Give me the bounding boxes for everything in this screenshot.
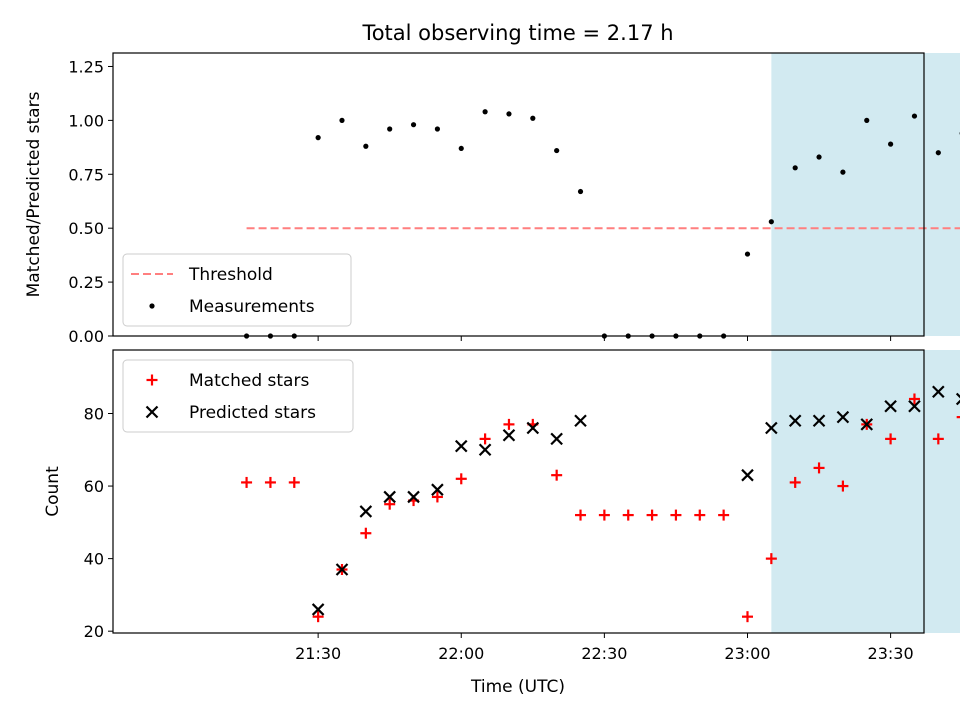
measurements-point <box>387 126 392 131</box>
matched-stars-point <box>289 477 300 488</box>
measurements-point <box>816 154 821 159</box>
legend-label-threshold: Threshold <box>188 265 273 285</box>
x-tick-label: 21:30 <box>295 644 341 663</box>
y-tick-label: 80 <box>84 404 104 423</box>
measurements-point <box>459 146 464 151</box>
predicted-stars-point <box>480 444 491 455</box>
legend-swatch-measurements <box>149 303 154 308</box>
y-tick-label: 60 <box>84 477 104 496</box>
legend-label-predicted-stars: Predicted stars <box>189 403 316 423</box>
matched-stars-point <box>241 477 252 488</box>
y-tick-label: 0.75 <box>68 165 104 184</box>
predicted-stars-point <box>503 430 514 441</box>
y-tick-label: 1.00 <box>68 111 104 130</box>
predicted-stars-point <box>742 470 753 481</box>
y-tick-label: 0.00 <box>68 327 104 346</box>
legend-label-matched-stars: Matched stars <box>189 371 309 391</box>
y-tick-label: 20 <box>84 622 104 641</box>
matched-stars-point <box>265 477 276 488</box>
matched-stars-point <box>575 510 586 521</box>
bottom-panel: 20 40 60 80 21:30 22:00 22:30 23:00 23:30 Count Ma… <box>43 350 960 663</box>
matched-stars-point <box>718 510 729 521</box>
measurements-point <box>936 150 941 155</box>
predicted-stars-point <box>551 433 562 444</box>
matched-stars-point <box>623 510 634 521</box>
predicted-stars-point <box>456 441 467 452</box>
matched-stars-point <box>551 470 562 481</box>
matched-stars-point <box>503 419 514 430</box>
y-axis-title: Matched/Predicted stars <box>24 91 44 297</box>
measurements-point <box>530 116 535 121</box>
measurements-point <box>912 113 917 118</box>
x-tick-label: 23:30 <box>868 644 914 663</box>
predicted-stars-point <box>575 415 586 426</box>
matched-stars-point <box>599 510 610 521</box>
matched-stars-point <box>456 473 467 484</box>
legend: Matched stars Predicted stars <box>123 360 353 432</box>
measurements-point <box>745 251 750 256</box>
matched-stars-point <box>742 611 753 622</box>
measurements-point <box>864 118 869 123</box>
measurements-point <box>411 122 416 127</box>
matched-stars-point <box>647 510 658 521</box>
x-axis-title: Time (UTC) <box>470 677 565 697</box>
measurements-point <box>435 126 440 131</box>
measurements-point <box>363 144 368 149</box>
measurements-point <box>316 135 321 140</box>
y-tick-label: 40 <box>84 550 104 569</box>
x-tick-label: 22:30 <box>581 644 627 663</box>
matched-stars-point <box>670 510 681 521</box>
highlight-span <box>771 53 960 336</box>
highlight-span <box>771 350 960 633</box>
y-tick-label: 0.50 <box>68 219 104 238</box>
y-tick-label: 0.25 <box>68 273 104 292</box>
y-axis-title: Count <box>43 466 63 517</box>
measurements-point <box>506 111 511 116</box>
measurements-point <box>840 170 845 175</box>
measurements-point <box>554 148 559 153</box>
chart-title: Total observing time = 2.17 h <box>361 21 673 45</box>
measurements-point <box>769 219 774 224</box>
measurements-point <box>793 165 798 170</box>
y-tick-label: 1.25 <box>68 57 104 76</box>
x-tick-label: 22:00 <box>438 644 484 663</box>
predicted-stars-point <box>360 506 371 517</box>
legend-label-measurements: Measurements <box>189 297 315 317</box>
matched-stars-point <box>360 528 371 539</box>
measurements-point <box>483 109 488 114</box>
measurements-point <box>578 189 583 194</box>
measurements-point <box>339 118 344 123</box>
legend: Threshold Measurements <box>123 254 351 326</box>
x-tick-label: 23:00 <box>724 644 770 663</box>
measurements-point <box>888 141 893 146</box>
matched-stars-point <box>694 510 705 521</box>
matched-stars-point <box>480 433 491 444</box>
top-panel: 0.00 0.25 0.50 0.75 1.00 1.25 Matched/Predicte… <box>24 53 960 346</box>
